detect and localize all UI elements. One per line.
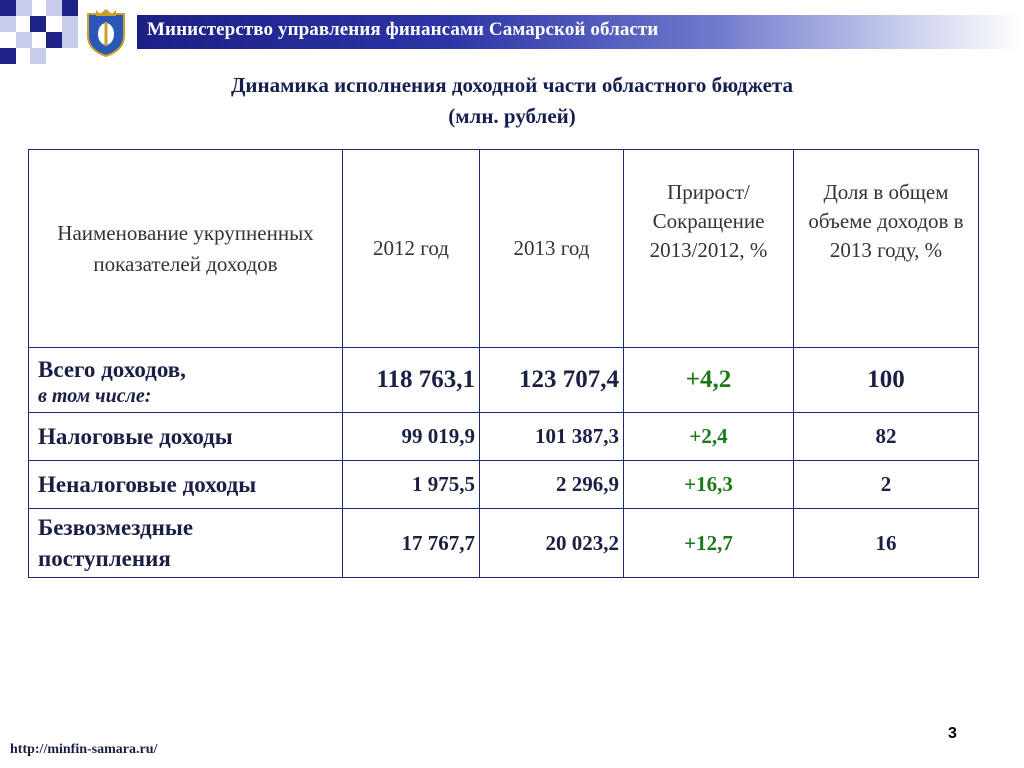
share-value: 100 xyxy=(793,347,979,413)
row-label: Безвозмездные поступления xyxy=(28,508,343,578)
decor-square xyxy=(16,32,32,48)
income-table: Наименование укрупненных показателей дох… xyxy=(28,149,979,578)
footer-url-link[interactable]: http://minfin-samara.ru/ xyxy=(10,742,158,757)
decor-square xyxy=(0,0,16,16)
share-value: 2 xyxy=(793,460,979,509)
share-value: 16 xyxy=(793,508,979,578)
value-2013: 20 023,2 xyxy=(479,508,624,578)
row-label: Неналоговые доходы xyxy=(28,460,343,509)
growth-value: +2,4 xyxy=(623,412,794,461)
page-number: 3 xyxy=(948,725,957,742)
value-2012: 17 767,7 xyxy=(342,508,480,578)
value-2012: 99 019,9 xyxy=(342,412,480,461)
table-header-row: Наименование укрупненных показателей дох… xyxy=(28,149,979,348)
row-label-main: Всего доходов, xyxy=(38,356,186,382)
header-banner xyxy=(137,15,1024,49)
share-value: 82 xyxy=(793,412,979,461)
row-label: Налоговые доходы xyxy=(28,412,343,461)
row-label: Всего доходов, в том числе: xyxy=(28,347,343,413)
value-2013: 101 387,3 xyxy=(479,412,624,461)
decor-square xyxy=(0,48,16,64)
slide-title: Динамика исполнения доходной части облас… xyxy=(0,70,1024,132)
header-growth: Прирост/ Сокращение 2013/2012, % xyxy=(623,149,794,348)
decor-square xyxy=(62,0,78,16)
decor-square xyxy=(46,32,62,48)
decor-square xyxy=(30,48,46,64)
decor-square xyxy=(0,16,16,32)
coat-of-arms-icon xyxy=(87,9,125,58)
growth-value: +16,3 xyxy=(623,460,794,509)
table-row: Налоговые доходы 99 019,9 101 387,3 +2,4… xyxy=(28,412,979,461)
header-indicator: Наименование укрупненных показателей дох… xyxy=(28,149,343,348)
table-row: Всего доходов, в том числе: 118 763,1 12… xyxy=(28,347,979,413)
value-2012: 1 975,5 xyxy=(342,460,480,509)
header-2013: 2013 год xyxy=(479,149,624,348)
decor-square xyxy=(46,0,62,16)
table-row: Безвозмездные поступления 17 767,7 20 02… xyxy=(28,508,979,578)
header-share: Доля в общем объеме доходов в 2013 году,… xyxy=(793,149,979,348)
growth-value: +12,7 xyxy=(623,508,794,578)
ministry-name: Министерство управления финансами Самарс… xyxy=(147,19,659,40)
title-line-1: Динамика исполнения доходной части облас… xyxy=(230,73,793,97)
decor-square xyxy=(62,32,78,48)
decor-square xyxy=(62,16,78,32)
value-2012: 118 763,1 xyxy=(342,347,480,413)
growth-value: +4,2 xyxy=(623,347,794,413)
title-line-2: (млн. рублей) xyxy=(448,104,576,128)
decor-square xyxy=(16,0,32,16)
decor-square xyxy=(30,16,46,32)
value-2013: 2 296,9 xyxy=(479,460,624,509)
value-2013: 123 707,4 xyxy=(479,347,624,413)
row-sublabel: в том числе: xyxy=(38,384,152,407)
header-2012: 2012 год xyxy=(342,149,480,348)
table-row: Неналоговые доходы 1 975,5 2 296,9 +16,3… xyxy=(28,460,979,509)
